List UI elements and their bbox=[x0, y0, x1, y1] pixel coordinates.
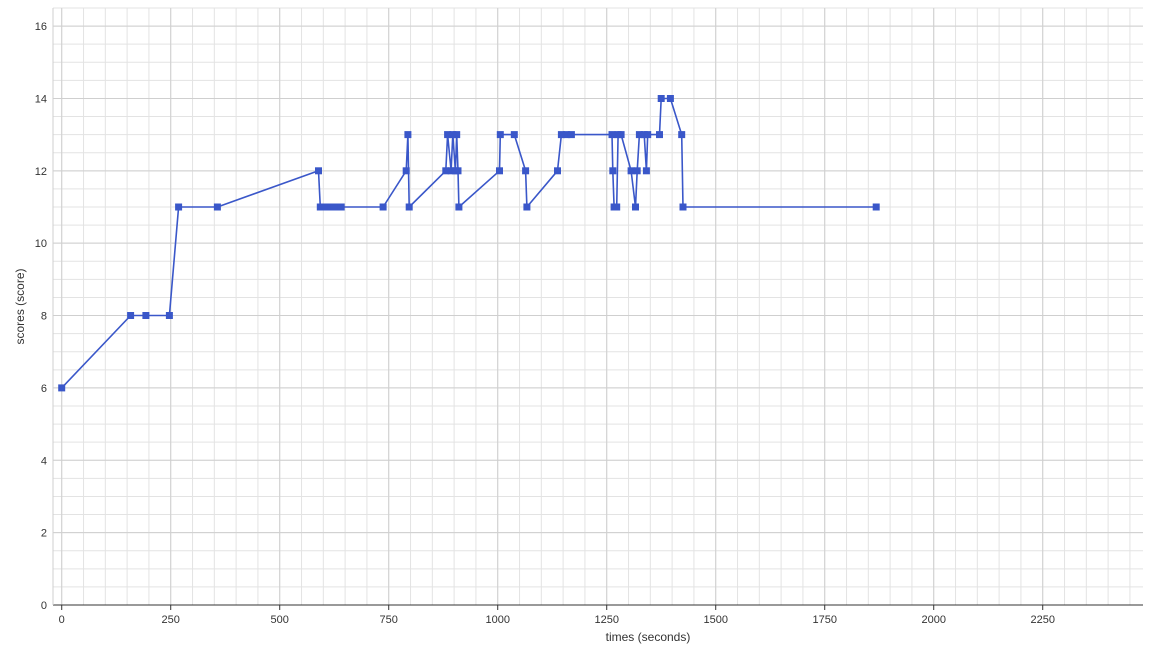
y-tick-label: 16 bbox=[35, 21, 47, 33]
data-point-marker bbox=[567, 131, 575, 139]
data-point-marker bbox=[644, 131, 652, 139]
data-point-marker bbox=[613, 203, 621, 211]
x-tick-label: 1000 bbox=[485, 614, 509, 626]
y-tick-label: 12 bbox=[35, 166, 47, 178]
data-point-marker bbox=[627, 167, 635, 175]
y-tick-label: 8 bbox=[41, 311, 47, 323]
data-point-marker bbox=[58, 384, 66, 392]
y-tick-label: 10 bbox=[35, 238, 47, 250]
data-point-marker bbox=[323, 203, 331, 211]
x-tick-label: 2000 bbox=[921, 614, 945, 626]
y-tick-label: 4 bbox=[41, 455, 47, 467]
data-point-marker bbox=[523, 203, 531, 211]
data-point-marker bbox=[496, 167, 503, 175]
axes bbox=[52, 8, 1143, 610]
data-point-marker bbox=[404, 131, 412, 139]
x-tick-label: 750 bbox=[380, 614, 398, 626]
series-layer bbox=[58, 95, 880, 392]
data-point-marker bbox=[175, 203, 183, 211]
data-point-marker bbox=[330, 203, 338, 211]
data-point-marker bbox=[453, 131, 461, 139]
data-point-marker bbox=[678, 131, 686, 139]
data-point-marker bbox=[609, 167, 617, 175]
data-point-marker bbox=[872, 203, 880, 211]
data-point-marker bbox=[633, 167, 641, 175]
data-point-marker bbox=[563, 131, 571, 139]
y-axis-title: scores (score) bbox=[13, 268, 27, 344]
data-point-marker bbox=[442, 167, 450, 175]
y-tick-label: 0 bbox=[41, 600, 47, 612]
data-point-marker bbox=[635, 131, 643, 139]
data-point-marker bbox=[666, 95, 674, 102]
data-point-marker bbox=[142, 312, 150, 319]
x-tick-label: 1500 bbox=[703, 614, 727, 626]
data-point-marker bbox=[402, 167, 410, 175]
data-point-marker bbox=[316, 203, 324, 211]
x-tick-label: 2250 bbox=[1030, 614, 1054, 626]
y-axis-tick-labels: 0 2 4 6 8 10 12 14 16 bbox=[35, 21, 47, 612]
data-point-marker bbox=[444, 131, 452, 139]
y-tick-label: 14 bbox=[35, 93, 47, 105]
data-point-marker bbox=[454, 167, 462, 175]
data-point-marker bbox=[496, 131, 504, 139]
x-axis-tick-labels: 0 250 500 750 1000 1250 1500 1750 2000 2250 bbox=[59, 614, 1055, 626]
x-tick-label: 500 bbox=[271, 614, 289, 626]
data-point-marker bbox=[165, 312, 173, 319]
data-point-marker bbox=[554, 167, 561, 175]
data-point-marker bbox=[379, 203, 387, 211]
data-point-marker bbox=[315, 167, 322, 175]
data-point-marker bbox=[679, 203, 687, 211]
data-point-marker bbox=[337, 203, 345, 211]
data-point-marker bbox=[657, 95, 665, 102]
data-point-marker bbox=[213, 203, 221, 211]
minor-gridlines bbox=[53, 7, 1143, 606]
x-tick-label: 250 bbox=[162, 614, 180, 626]
data-point-marker bbox=[608, 131, 616, 139]
data-point-marker bbox=[405, 203, 413, 211]
y-tick-label: 6 bbox=[41, 383, 47, 395]
major-gridlines bbox=[53, 8, 1143, 606]
data-point-marker bbox=[557, 131, 565, 139]
data-point-marker bbox=[632, 203, 639, 211]
data-point-marker bbox=[510, 131, 518, 139]
data-point-marker bbox=[449, 131, 457, 139]
x-tick-label: 1750 bbox=[812, 614, 836, 626]
data-point-marker bbox=[656, 131, 663, 139]
x-axis-title: times (seconds) bbox=[606, 630, 691, 644]
x-tick-label: 1250 bbox=[594, 614, 618, 626]
y-tick-label: 2 bbox=[41, 528, 47, 540]
data-point-marker bbox=[447, 167, 455, 175]
data-point-marker bbox=[642, 167, 650, 175]
data-point-marker bbox=[455, 203, 463, 211]
data-point-marker bbox=[127, 312, 135, 319]
data-point-marker bbox=[617, 131, 625, 139]
x-tick-label: 0 bbox=[59, 614, 65, 626]
data-point-marker bbox=[522, 167, 530, 175]
